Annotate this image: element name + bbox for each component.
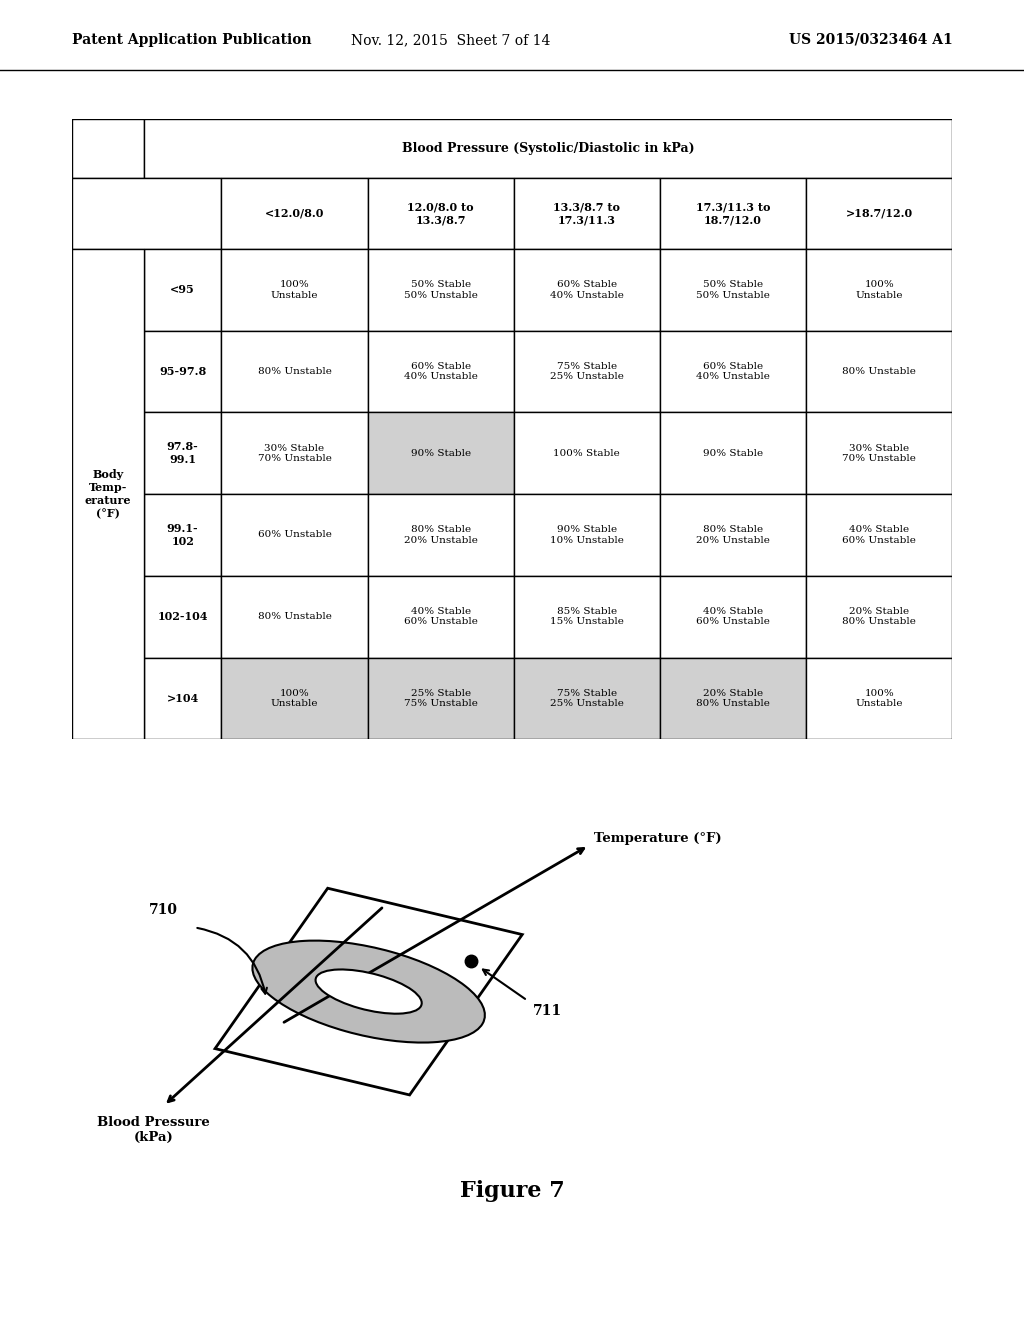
Text: 60% Stable
40% Unstable: 60% Stable 40% Unstable — [550, 280, 624, 300]
Text: 50% Stable
50% Unstable: 50% Stable 50% Unstable — [403, 280, 477, 300]
Text: 85% Stable
15% Unstable: 85% Stable 15% Unstable — [550, 607, 624, 627]
Text: 50% Stable
50% Unstable: 50% Stable 50% Unstable — [696, 280, 770, 300]
Bar — [144, 119, 952, 178]
Text: 60% Stable
40% Unstable: 60% Stable 40% Unstable — [403, 362, 477, 381]
Bar — [806, 657, 952, 739]
Text: <12.0/8.0: <12.0/8.0 — [265, 209, 325, 219]
Text: 100%
Unstable: 100% Unstable — [270, 280, 318, 300]
Text: 80% Unstable: 80% Unstable — [843, 367, 916, 376]
Text: 75% Stable
25% Unstable: 75% Stable 25% Unstable — [550, 689, 624, 708]
Bar — [659, 494, 806, 576]
Text: 99.1-
102: 99.1- 102 — [167, 523, 199, 546]
Text: 30% Stable
70% Unstable: 30% Stable 70% Unstable — [258, 444, 332, 463]
Text: 80% Stable
20% Unstable: 80% Stable 20% Unstable — [403, 525, 477, 545]
Bar — [221, 576, 368, 657]
Text: 90% Stable: 90% Stable — [411, 449, 471, 458]
Bar — [514, 331, 659, 412]
Bar — [806, 178, 952, 249]
Bar — [144, 494, 221, 576]
Text: 90% Stable: 90% Stable — [703, 449, 763, 458]
Text: 60% Unstable: 60% Unstable — [258, 531, 332, 540]
Text: 711: 711 — [532, 1005, 561, 1018]
Bar — [368, 576, 514, 657]
Bar — [514, 494, 659, 576]
Bar — [514, 576, 659, 657]
Bar — [514, 412, 659, 494]
Text: 12.0/8.0 to
13.3/8.7: 12.0/8.0 to 13.3/8.7 — [408, 202, 474, 226]
Text: Patent Application Publication: Patent Application Publication — [72, 33, 311, 48]
Text: Body
Temp-
erature
(°F): Body Temp- erature (°F) — [85, 470, 131, 519]
Bar — [144, 657, 221, 739]
Text: 20% Stable
80% Unstable: 20% Stable 80% Unstable — [696, 689, 770, 708]
Text: >104: >104 — [167, 693, 199, 704]
Text: 40% Stable
60% Unstable: 40% Stable 60% Unstable — [843, 525, 916, 545]
Bar — [659, 178, 806, 249]
Text: 710: 710 — [150, 903, 178, 916]
Text: 40% Stable
60% Unstable: 40% Stable 60% Unstable — [696, 607, 770, 627]
Text: 20% Stable
80% Unstable: 20% Stable 80% Unstable — [843, 607, 916, 627]
Bar — [659, 657, 806, 739]
Text: 100% Stable: 100% Stable — [554, 449, 621, 458]
Text: Blood Pressure
(kPa): Blood Pressure (kPa) — [97, 1117, 210, 1144]
Text: 100%
Unstable: 100% Unstable — [855, 280, 903, 300]
Bar — [368, 249, 514, 331]
Text: Nov. 12, 2015  Sheet 7 of 14: Nov. 12, 2015 Sheet 7 of 14 — [351, 33, 550, 48]
Bar — [144, 576, 221, 657]
Bar — [221, 331, 368, 412]
Text: 80% Stable
20% Unstable: 80% Stable 20% Unstable — [696, 525, 770, 545]
Text: 75% Stable
25% Unstable: 75% Stable 25% Unstable — [550, 362, 624, 381]
Bar — [221, 494, 368, 576]
Text: <95: <95 — [170, 284, 195, 296]
Text: US 2015/0323464 A1: US 2015/0323464 A1 — [788, 33, 952, 48]
Ellipse shape — [315, 969, 422, 1014]
Text: >18.7/12.0: >18.7/12.0 — [846, 209, 912, 219]
Bar — [806, 331, 952, 412]
Text: 30% Stable
70% Unstable: 30% Stable 70% Unstable — [843, 444, 916, 463]
Bar — [72, 249, 144, 739]
Text: 40% Stable
60% Unstable: 40% Stable 60% Unstable — [403, 607, 477, 627]
Bar — [221, 657, 368, 739]
Text: Blood Pressure (Systolic/Diastolic in kPa): Blood Pressure (Systolic/Diastolic in kP… — [401, 141, 694, 154]
Bar — [368, 494, 514, 576]
Text: 17.3/11.3 to
18.7/12.0: 17.3/11.3 to 18.7/12.0 — [695, 202, 770, 226]
Bar — [144, 331, 221, 412]
Bar — [514, 249, 659, 331]
Bar — [144, 412, 221, 494]
Text: 90% Stable
10% Unstable: 90% Stable 10% Unstable — [550, 525, 624, 545]
Bar — [806, 412, 952, 494]
Bar — [806, 576, 952, 657]
Text: 102-104: 102-104 — [158, 611, 208, 622]
Ellipse shape — [252, 941, 485, 1043]
Bar — [368, 178, 514, 249]
Text: 100%
Unstable: 100% Unstable — [855, 689, 903, 708]
Text: 25% Stable
75% Unstable: 25% Stable 75% Unstable — [403, 689, 477, 708]
Bar — [72, 119, 144, 178]
Text: 80% Unstable: 80% Unstable — [258, 367, 332, 376]
Text: Figure 7: Figure 7 — [460, 1180, 564, 1203]
Bar — [221, 412, 368, 494]
Bar — [72, 178, 221, 249]
Bar — [806, 494, 952, 576]
Bar — [221, 178, 368, 249]
Text: 100%
Unstable: 100% Unstable — [270, 689, 318, 708]
Bar — [659, 331, 806, 412]
Text: 97.8-
99.1: 97.8- 99.1 — [167, 441, 199, 465]
Bar — [806, 249, 952, 331]
Bar — [368, 412, 514, 494]
Bar — [368, 331, 514, 412]
Bar — [368, 657, 514, 739]
Bar — [659, 249, 806, 331]
Text: 95-97.8: 95-97.8 — [159, 366, 206, 378]
Text: 13.3/8.7 to
17.3/11.3: 13.3/8.7 to 17.3/11.3 — [553, 202, 621, 226]
Text: Temperature (°F): Temperature (°F) — [594, 832, 722, 845]
Bar — [221, 249, 368, 331]
Bar — [514, 178, 659, 249]
Bar — [659, 576, 806, 657]
Bar — [144, 249, 221, 331]
Text: 60% Stable
40% Unstable: 60% Stable 40% Unstable — [696, 362, 770, 381]
Text: 80% Unstable: 80% Unstable — [258, 612, 332, 622]
Bar — [514, 657, 659, 739]
Bar — [659, 412, 806, 494]
